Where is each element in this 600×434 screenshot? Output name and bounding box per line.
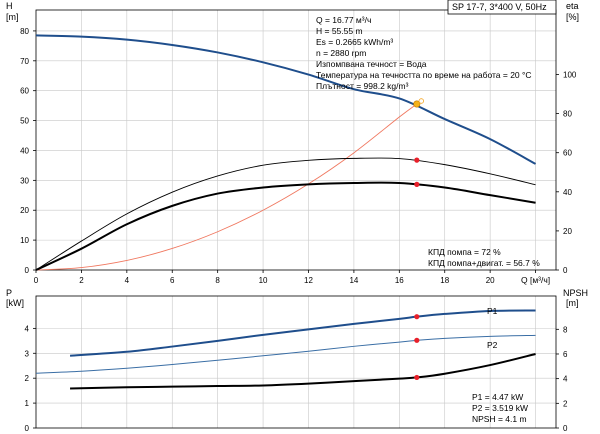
tick-label: 60 [563, 149, 572, 158]
tick-label: 2 [79, 276, 84, 285]
tick-label: 4 [25, 324, 30, 333]
tick-label: 40 [563, 188, 572, 197]
eta-axis-label: eta [566, 1, 579, 11]
system-curve [35, 103, 418, 271]
tick-label: 70 [20, 57, 29, 66]
tick-label: 50 [20, 117, 29, 126]
eta-axis-ticks: 0 20 40 60 80 100 [556, 71, 577, 275]
tick-label: 10 [259, 276, 268, 285]
top-chart-frame [35, 9, 557, 271]
head-curve [35, 34, 537, 165]
duty-point-ring [418, 98, 425, 104]
tick-label: 3 [25, 349, 30, 358]
npsh-axis-ticks: 0 2 4 6 8 [556, 325, 568, 433]
title-box-text: SP 17-7, 3*400 V, 50Hz [452, 2, 547, 12]
tick-label: 100 [563, 71, 577, 80]
tick-label: 6 [563, 350, 568, 359]
tick-label: 8 [563, 325, 568, 334]
tick-label: 20 [563, 227, 572, 236]
h-axis-label: H [6, 1, 13, 11]
npsh-curve [70, 353, 536, 390]
h-axis-ticks: 0 10 20 30 40 50 60 70 80 [20, 27, 36, 275]
info-block: Q = 16.77 м³/ч H = 55.55 m Es = 0.2665 k… [316, 15, 532, 91]
tick-label: 0 [563, 266, 568, 275]
total-efficiency-curve [35, 181, 536, 271]
tick-label: 18 [440, 276, 449, 285]
tick-label: 60 [20, 87, 29, 96]
tick-label: 2 [25, 374, 30, 383]
tick-label: 80 [20, 27, 29, 36]
npsh-axis-label: NPSH [563, 288, 588, 298]
tick-label: 1 [25, 399, 30, 408]
info-line: n = 2880 rpm [316, 48, 366, 58]
operating-point-marker [414, 157, 420, 163]
bottom-curves [35, 309, 536, 390]
operating-point-marker [414, 314, 420, 320]
tick-label: 30 [20, 176, 29, 185]
top-chart-grid [36, 10, 556, 270]
bottom-markers [414, 314, 420, 381]
eta-axis-unit: [%] [566, 12, 579, 22]
pump-efficiency-curve [35, 157, 536, 271]
operating-point-marker [414, 181, 420, 187]
p-axis-ticks: 0 1 2 3 4 [25, 324, 36, 433]
total-efficiency-text: КПД помпа+двигат. = 56.7 % [428, 258, 540, 268]
tick-label: 0 [34, 276, 39, 285]
pump-efficiency-text: КПД помпа = 72 % [428, 247, 501, 257]
bottom-chart-grid [36, 296, 556, 428]
tick-label: 0 [25, 266, 30, 275]
tick-label: 4 [563, 375, 568, 384]
tick-label: 0 [563, 424, 568, 433]
info-line: Изпомпвана течност = Вода [316, 59, 427, 69]
info-line: Q = 16.77 м³/ч [316, 15, 371, 25]
p-axis-unit: [kW] [6, 298, 24, 308]
h-axis-unit: [m] [6, 12, 19, 22]
npsh-axis-unit: [m] [566, 298, 579, 308]
q-axis-label: Q [м³/ч] [521, 275, 550, 285]
tick-label: 14 [349, 276, 358, 285]
info-line: H = 55.55 m [316, 26, 363, 36]
tick-label: 20 [486, 276, 495, 285]
q-axis-ticks: 0246810121416182022 [34, 270, 541, 285]
tick-label: 6 [170, 276, 175, 285]
npsh-readout: NPSH = 4.1 m [472, 414, 527, 424]
bottom-chart-frame [35, 295, 557, 429]
top-curves [35, 34, 537, 271]
tick-label: 20 [20, 206, 29, 215]
tick-label: 4 [125, 276, 130, 285]
p1-series-label: P1 [487, 306, 498, 316]
readout-block: P1 = 4.47 kW P2 = 3.519 kW NPSH = 4.1 m [472, 392, 528, 424]
info-line: Es = 0.2665 kWh/m³ [316, 37, 393, 47]
tick-label: 80 [563, 110, 572, 119]
p-axis-label: P [6, 288, 12, 298]
tick-label: 40 [20, 146, 29, 155]
p1-curve [69, 309, 536, 357]
operating-point-marker [414, 374, 420, 381]
info-line: Плътност = 998.2 kg/m³ [316, 81, 409, 91]
tick-label: 10 [20, 236, 29, 245]
efficiency-block: КПД помпа = 72 % КПД помпа+двигат. = 56.… [428, 247, 540, 268]
tick-label: 12 [304, 276, 313, 285]
p1-readout: P1 = 4.47 kW [472, 392, 523, 402]
duty-point-marker [413, 100, 421, 108]
p2-readout: P2 = 3.519 kW [472, 403, 528, 413]
tick-label: 8 [215, 276, 220, 285]
title-box: SP 17-7, 3*400 V, 50Hz [447, 0, 557, 15]
tick-label: 16 [395, 276, 404, 285]
tick-label: 0 [25, 424, 30, 433]
p2-curve [35, 334, 536, 374]
operating-point-marker [414, 337, 420, 343]
p2-series-label: P2 [487, 340, 498, 350]
info-line: Температура на течността по време на раб… [316, 70, 532, 80]
top-markers [413, 98, 425, 187]
tick-label: 2 [563, 399, 568, 408]
